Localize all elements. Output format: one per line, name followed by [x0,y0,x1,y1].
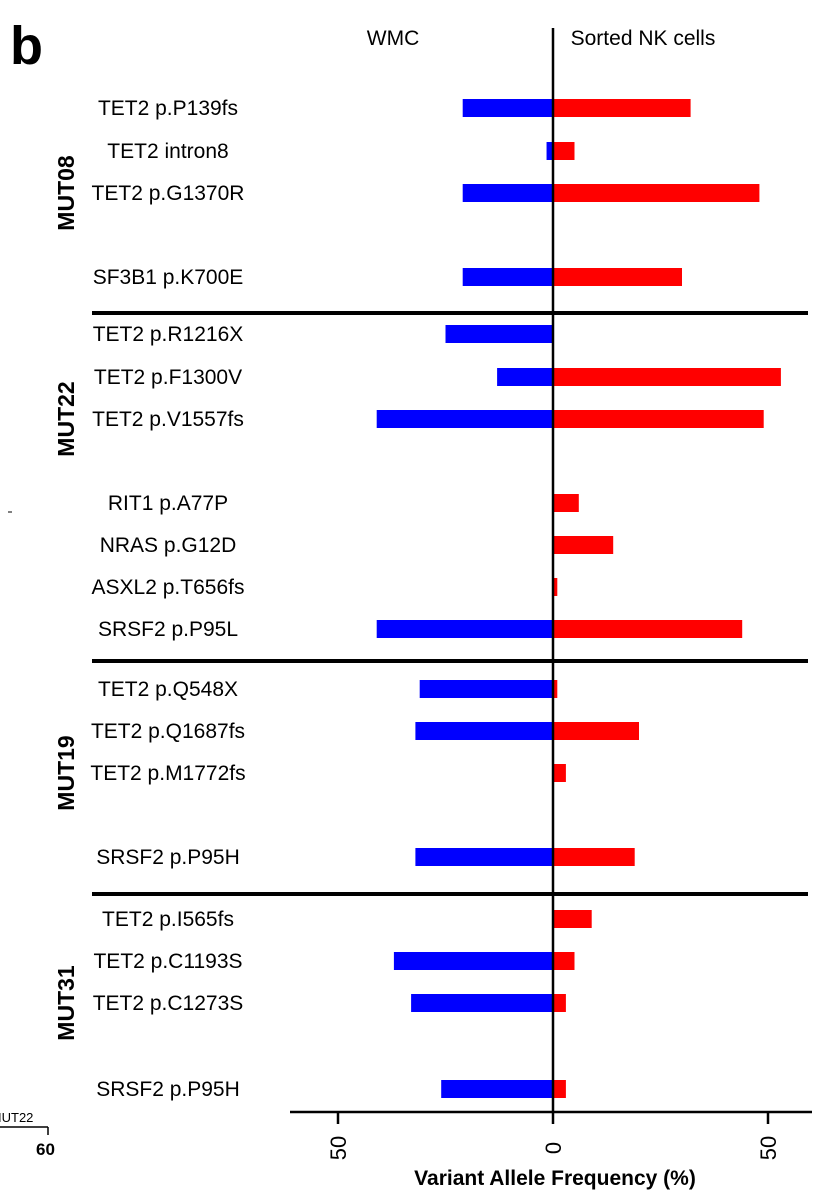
mutation-label: TET2 p.F1300V [94,366,242,389]
nk-bar [553,410,764,428]
mutation-label: TET2 p.Q1687fs [91,720,245,743]
wmc-bar [441,1080,553,1098]
nk-bar [553,764,566,782]
mutation-label: TET2 p.M1772fs [90,762,245,785]
wmc-header: WMC [367,27,419,50]
wmc-bar [462,184,553,202]
nk-bar [553,952,575,970]
wmc-bar [445,325,553,343]
mutation-label: TET2 p.V1557fs [92,408,244,431]
mutation-label: SRSF2 p.P95L [98,618,238,641]
panel-label: b [10,16,43,76]
wmc-bar [462,268,553,286]
nk-bar [553,722,639,740]
nk-bar [553,368,781,386]
mutation-label: TET2 p.G1370R [92,182,245,205]
wmc-bar [376,620,553,638]
group-labels: MUT08 MUT22 MUT19 MUT31 [53,155,79,1041]
nk-bar [553,494,579,512]
x-tick-label: 50 [326,1136,351,1160]
left-fragment-label: IUT22 [0,1110,33,1125]
nk-bar [553,1080,566,1098]
x-tick-label: 0 [541,1142,566,1154]
bars [376,99,781,1098]
mutation-label: TET2 p.R1216X [93,323,244,346]
mutation-label: SRSF2 p.P95H [96,1078,240,1101]
left-fragment-tick-label: 60 [36,1140,55,1159]
nk-bar [553,536,614,554]
mutation-label: TET2 p.C1193S [93,950,242,973]
mutation-label: SF3B1 p.K700E [93,266,244,289]
group-label: MUT19 [53,735,79,810]
wmc-bar [546,142,553,160]
mutation-label: NRAS p.G12D [100,534,237,557]
x-axis-ticks: 50 0 50 [326,1112,781,1160]
wmc-bar [393,952,553,970]
mutation-label: ASXL2 p.T656fs [92,576,245,599]
nk-bar [553,620,743,638]
wmc-bar [415,722,553,740]
wmc-bar [462,99,553,117]
mutation-label: SRSF2 p.P95H [96,846,240,869]
wmc-bar [415,848,553,866]
mutation-label: TET2 p.P139fs [98,97,238,120]
nk-bar [553,578,558,596]
nk-bar [553,910,592,928]
mutation-labels: TET2 p.P139fs TET2 intron8 TET2 p.G1370R SF… [90,97,245,1101]
x-axis-title: Variant Allele Frequency (%) [414,1167,696,1190]
wmc-bar [419,680,553,698]
mutation-label: TET2 p.C1273S [93,992,244,1015]
group-label: MUT22 [53,381,79,456]
wmc-bar [497,368,553,386]
wmc-bar [411,994,553,1012]
group-label: MUT08 [53,155,79,231]
left-fragment: IUT22 60 [0,511,55,1159]
mutation-label: RIT1 p.A77P [108,492,228,515]
nk-bar [553,99,691,117]
nk-bar [553,680,558,698]
nk-bar [553,848,635,866]
x-tick-label: 50 [756,1136,781,1160]
mutation-label: TET2 p.I565fs [102,908,234,931]
nk-bar [553,184,760,202]
wmc-bar [376,410,553,428]
mutation-label: TET2 intron8 [107,140,228,163]
group-separators [92,311,808,896]
nk-bar [553,994,566,1012]
nk-bar [553,142,575,160]
group-label: MUT31 [53,965,79,1041]
mutation-label: TET2 p.Q548X [98,678,238,701]
nk-bar [553,268,682,286]
nk-header: Sorted NK cells [571,27,716,50]
